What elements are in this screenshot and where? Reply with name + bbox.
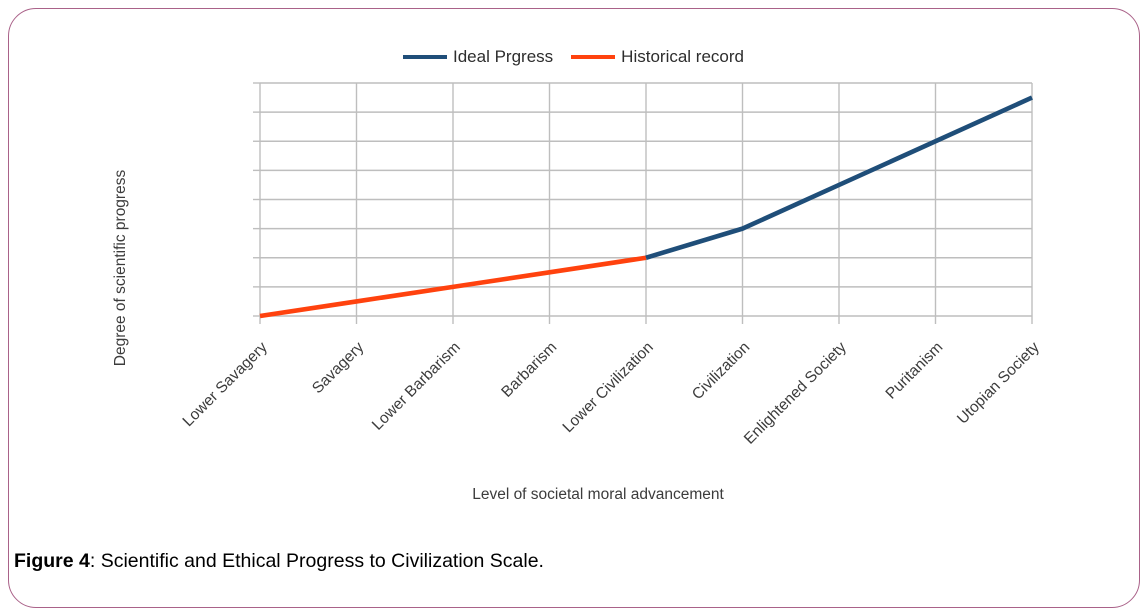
figure-caption-text: : Scientific and Ethical Progress to Civ… (89, 550, 544, 572)
series-line-ideal-prgress (645, 95, 1033, 260)
legend-label-ideal-prgress: Ideal Prgress (453, 47, 554, 66)
x-tick-label-enlightened-society: Enlightened Society (741, 339, 850, 448)
x-axis-title: Level of societal moral advancement (472, 486, 724, 503)
legend-item-ideal-prgress: Ideal Prgress (403, 47, 553, 67)
x-tick-label-barbarism: Barbarism (498, 339, 560, 401)
x-tick-label-lower-barbarism: Lower Barbarism (369, 339, 464, 434)
figure-caption-label: Figure 4 (14, 550, 90, 572)
legend-swatch-historical-record (571, 55, 616, 59)
legend-swatch-ideal-prgress (403, 55, 447, 59)
x-tick-label-lower-civilization: Lower Civilization (560, 339, 657, 436)
chart-legend: Ideal Prgress Historical record (0, 46, 1147, 68)
series-line-historical-record (259, 255, 647, 319)
x-tick-label-puritanism: Puritanism (883, 339, 947, 403)
x-tick-label-savagery: Savagery (309, 339, 367, 397)
x-tick-label-utopian-society: Utopian Society (954, 339, 1043, 428)
x-tick-label-lower-savagery: Lower Savagery (180, 339, 271, 430)
x-tick-label-civilization: Civilization (689, 339, 753, 403)
legend-label-historical-record: Historical record (621, 47, 744, 66)
figure-caption: Figure 4: Scientific and Ethical Progres… (14, 550, 544, 573)
legend-item-historical-record: Historical record (571, 47, 744, 67)
y-axis-title: Degree of scientific progress (112, 169, 129, 367)
